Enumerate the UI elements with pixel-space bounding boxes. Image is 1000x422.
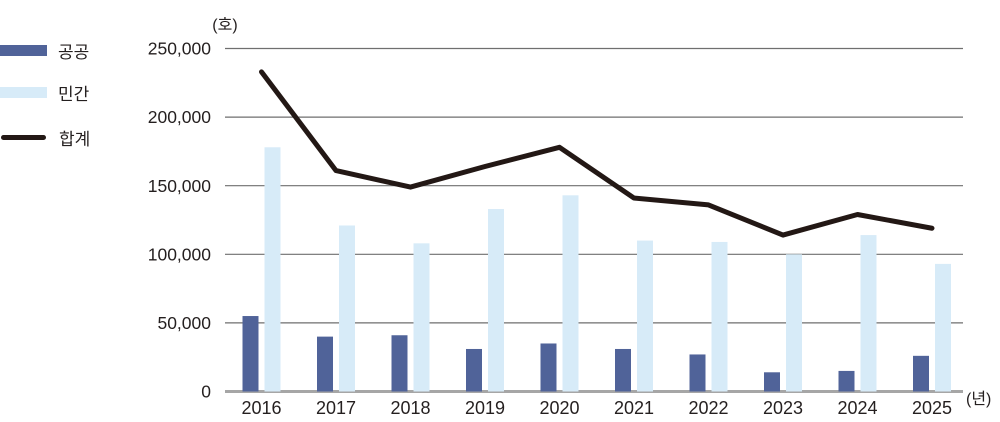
- x-tick-label-2024: 2024: [837, 398, 877, 418]
- y-axis-unit-label: (호): [212, 17, 238, 34]
- bar-public-2022: [689, 354, 706, 392]
- x-tick-label-2022: 2022: [688, 398, 728, 418]
- bar-private-2024: [860, 235, 877, 392]
- bar-public-2016: [242, 316, 259, 392]
- y-tick-label-50,000: 50,000: [157, 313, 211, 333]
- x-tick-label-2016: 2016: [241, 398, 281, 418]
- x-tick-label-2020: 2020: [539, 398, 579, 418]
- bar-public-2024: [838, 370, 855, 392]
- legend-label-total: 합계: [59, 130, 91, 149]
- legend-item-private: 민간: [0, 81, 89, 104]
- bar-private-2023: [786, 254, 802, 392]
- legend-swatch-public-bar: [0, 45, 47, 56]
- y-tick-label-250,000: 250,000: [148, 39, 212, 59]
- bar-public-2017: [317, 336, 333, 392]
- x-tick-label-2023: 2023: [763, 398, 803, 418]
- bar-public-2018: [391, 335, 408, 392]
- bar-private-2021: [637, 240, 653, 392]
- legend-label-public: 공공: [58, 43, 90, 62]
- bar-public-2025: [913, 355, 929, 392]
- legend-swatch-private-bar: [0, 87, 47, 98]
- bar-public-2020: [540, 343, 557, 392]
- bar-public-2021: [615, 348, 631, 392]
- bar-private-2018: [413, 243, 430, 392]
- legend-swatch-total-line: [1, 135, 46, 140]
- bar-private-2020: [562, 195, 579, 392]
- y-tick-label-100,000: 100,000: [148, 244, 212, 264]
- bar-private-2017: [339, 225, 355, 392]
- bar-public-2019: [466, 348, 482, 392]
- bar-private-2022: [711, 241, 728, 392]
- x-tick-label-2021: 2021: [614, 398, 654, 418]
- y-tick-label-0: 0: [201, 382, 211, 402]
- y-tick-label-150,000: 150,000: [148, 176, 212, 196]
- total-line: [259, 69, 935, 238]
- bar-private-2016: [264, 147, 281, 392]
- x-tick-label-2025: 2025: [912, 398, 952, 418]
- x-axis-unit-label: (년): [966, 391, 992, 408]
- x-tick-label-2017: 2017: [316, 398, 356, 418]
- legend-label-private: 민간: [58, 85, 90, 104]
- x-tick-label-2018: 2018: [390, 398, 430, 418]
- legend-item-total: 합계: [0, 126, 90, 149]
- x-tick-label-2019: 2019: [465, 398, 505, 418]
- bar-private-2019: [488, 209, 504, 392]
- bar-private-2025: [935, 263, 951, 392]
- bar-public-2023: [764, 372, 780, 392]
- legend-item-public: 공공: [0, 39, 89, 62]
- y-tick-label-200,000: 200,000: [148, 107, 212, 127]
